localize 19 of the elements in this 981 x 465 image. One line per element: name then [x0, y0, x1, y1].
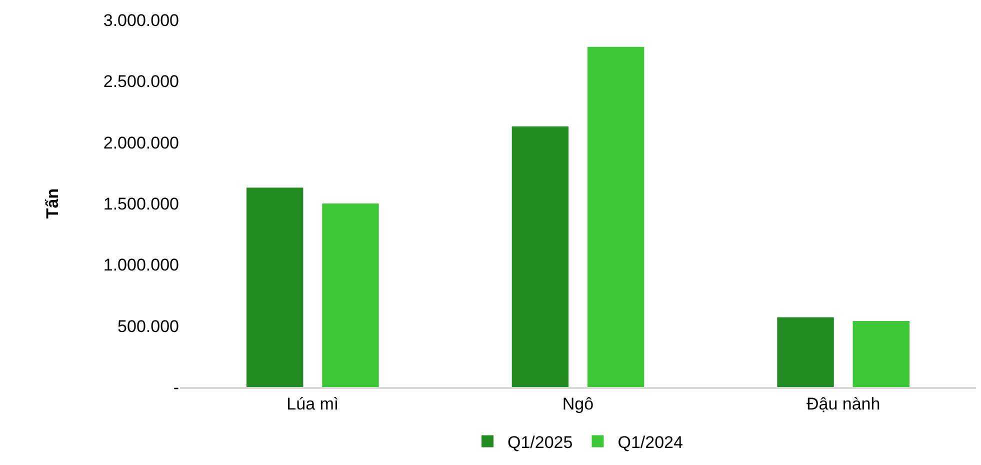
bar: [246, 188, 304, 387]
y-tick-label: 3.000.000: [103, 10, 179, 30]
y-tick-label: -: [173, 378, 179, 397]
y-tick-label: 1.500.000: [103, 194, 179, 214]
bar: [777, 317, 834, 387]
legend-label: Q1/2025: [508, 432, 573, 452]
x-tick-label: Ngô: [562, 394, 594, 414]
bar: [512, 126, 569, 387]
y-axis-title: Tấn: [42, 188, 62, 219]
y-tick-label: 2.500.000: [103, 72, 179, 92]
bar: [322, 204, 379, 387]
x-tick-label: Đậu nành: [806, 394, 880, 414]
bar: [587, 46, 644, 387]
legend-label: Q1/2024: [618, 432, 683, 452]
y-tick-label: 500.000: [118, 316, 179, 336]
bar: [852, 320, 910, 387]
y-tick-label: 2.000.000: [103, 133, 179, 152]
x-tick-label: Lúa mì: [286, 394, 339, 414]
y-tick-label: 1.000.000: [103, 256, 179, 275]
